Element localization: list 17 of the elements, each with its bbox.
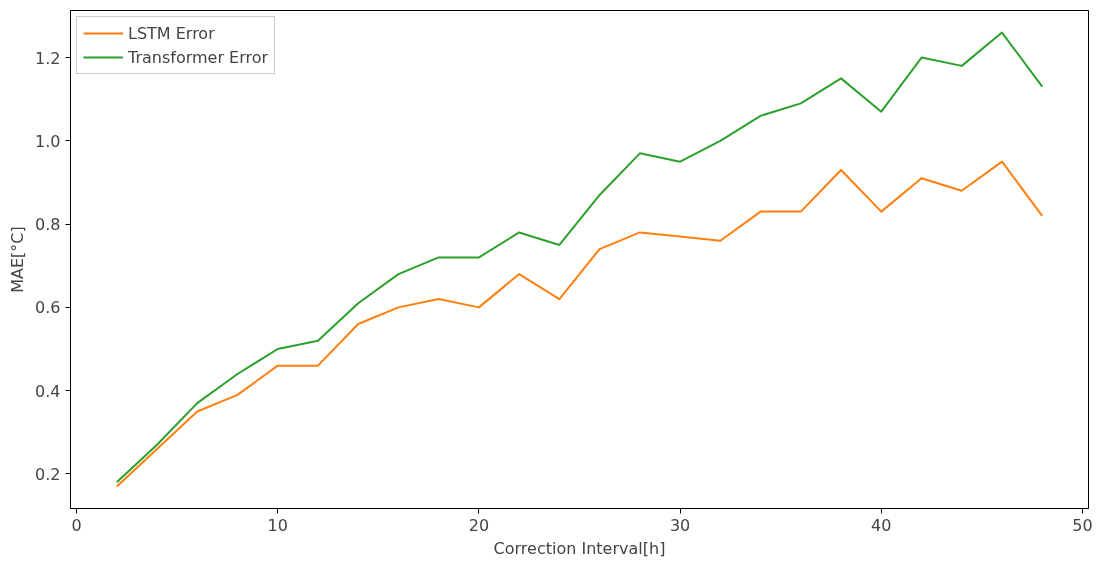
y-tick-label: 1.2: [35, 48, 61, 68]
y-axis-title: MAE[°C]: [8, 226, 28, 293]
x-tick-label: 10: [267, 515, 288, 535]
legend-label: LSTM Error: [128, 23, 215, 43]
x-tick-label: 30: [669, 515, 691, 535]
y-tick-label: 0.6: [35, 298, 61, 318]
x-tick-label: 40: [871, 515, 892, 535]
y-tick-label: 0.8: [35, 215, 61, 235]
line-series: [115, 160, 1044, 488]
x-tick-label: 0: [71, 515, 82, 535]
y-tick-label: 0.4: [35, 381, 61, 401]
x-tick-label: 50: [1072, 515, 1093, 535]
y-tick-label: 1.0: [35, 131, 61, 151]
x-tick-label: 20: [468, 515, 490, 535]
legend-label: Transformer Error: [128, 47, 269, 67]
y-tick-label: 0.2: [35, 464, 61, 484]
x-axis-title: Correction Interval[h]: [493, 538, 666, 558]
